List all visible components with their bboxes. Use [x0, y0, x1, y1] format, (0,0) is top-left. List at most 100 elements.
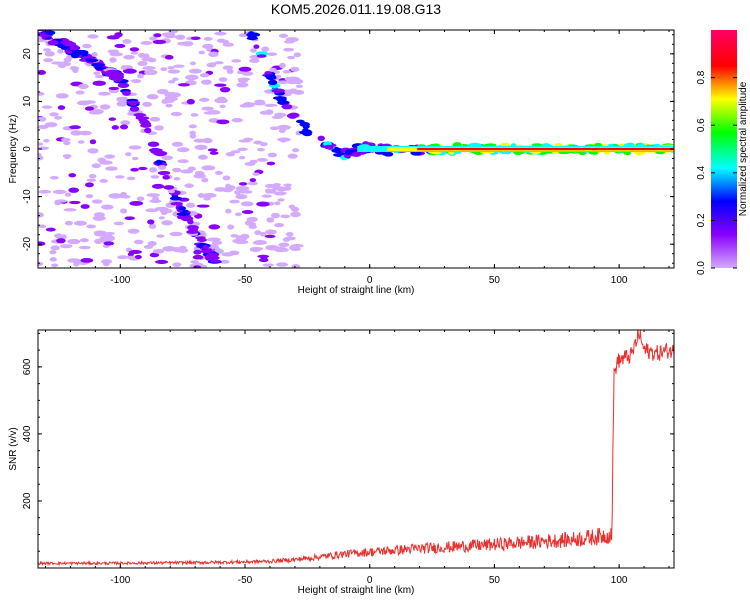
spectrogram-cell	[280, 214, 291, 219]
spectrogram-cell	[219, 259, 230, 264]
spectrogram-cell	[291, 264, 301, 268]
spectrogram-cell	[99, 104, 111, 110]
spectrogram-cell	[91, 52, 98, 58]
spectrogram-cell	[157, 170, 171, 176]
spectrogram-cell	[249, 48, 257, 53]
colorbar-tick-label: 0.6	[696, 118, 707, 132]
spectrogram-cell	[227, 224, 235, 230]
spectrogram-cell	[190, 260, 200, 264]
spectrogram-cell	[167, 80, 176, 84]
spectrogram-cell	[185, 74, 199, 81]
spectrogram-cell	[42, 48, 52, 52]
spectrogram-cell	[225, 208, 232, 214]
spectrogram-cell	[169, 196, 183, 201]
spectrogram-cell	[152, 39, 167, 45]
spectrogram-cell	[238, 33, 248, 38]
spectrogram-cell	[274, 222, 285, 228]
spectrogram-cell	[219, 104, 226, 109]
spectrogram-cell	[238, 66, 252, 72]
spectrogram-cell	[229, 199, 240, 204]
spectrogram-cell	[113, 221, 124, 226]
snr-y-tick-label: 200	[22, 492, 33, 509]
spectrogram-cell	[215, 269, 224, 274]
spectrogram-cell	[177, 206, 187, 211]
spectrogram-heatmap	[38, 30, 674, 274]
spectrogram-cell	[200, 79, 212, 85]
spectrogram-cell	[185, 202, 196, 208]
spectrogram-cell	[38, 189, 52, 194]
spectrogram-cell	[249, 247, 262, 253]
spectrogram-cell	[202, 137, 213, 144]
spectrogram-cell	[156, 234, 165, 238]
snr-frame	[37, 329, 675, 569]
spectrogram-cell	[242, 137, 254, 142]
spectrogram-cell	[134, 254, 142, 260]
spectrogram-cell	[138, 52, 146, 58]
spectrogram-cell	[120, 65, 128, 71]
spectrogram-cell	[172, 77, 179, 81]
spectrogram-cell	[133, 239, 144, 245]
spectrogram-cell	[241, 71, 254, 76]
spectrogram-cell	[93, 71, 101, 76]
snr-series-line	[38, 330, 674, 567]
spectrogram-cell	[239, 103, 250, 108]
spectrogram-cell	[252, 172, 260, 176]
spectrogram-cell	[57, 61, 72, 67]
spectrogram-cell	[288, 204, 296, 209]
spectrogram-cell	[129, 47, 140, 52]
spectrogram-cell	[43, 139, 50, 143]
spectrogram-cell	[122, 90, 131, 96]
spectrogram-cell	[284, 76, 297, 82]
spectrogram-cell	[94, 74, 105, 79]
spectrogram-cell	[146, 193, 160, 198]
spectrogram-cell	[45, 30, 56, 36]
spectrogram-cell	[56, 238, 66, 244]
spectrogram-cell	[236, 70, 244, 75]
spectrogram-cell	[38, 212, 44, 218]
colorbar-tick-label: 0.8	[696, 70, 707, 84]
spectrogram-cell	[126, 176, 136, 181]
spectrogram-y-tick-label: 20	[22, 48, 33, 60]
spectrogram-cell	[232, 238, 243, 244]
spectrogram-cell	[214, 83, 227, 87]
spectrogram-cell	[64, 220, 73, 226]
spectrogram-cell	[111, 125, 119, 130]
spectrogram-cell	[119, 208, 128, 214]
spectrogram-cell	[124, 216, 136, 221]
spectrogram-cell	[161, 32, 176, 37]
spectrogram-cell	[288, 112, 300, 118]
spectrogram-x-tick-label: 100	[611, 275, 628, 286]
spectrogram-cell	[218, 77, 228, 82]
spectrogram-cell	[284, 185, 292, 191]
spectrogram-cell	[77, 140, 85, 144]
spectrogram-cell	[273, 112, 287, 117]
spectrogram-cell	[99, 179, 108, 183]
spectrogram-cell	[176, 248, 189, 253]
spectrogram-cell	[149, 199, 162, 203]
snr-x-tick-label: -50	[238, 575, 253, 586]
spectrogram-cell	[88, 110, 103, 115]
spectrogram-cell	[63, 57, 72, 63]
spectrogram-cell	[142, 101, 152, 107]
spectrogram-cell	[68, 187, 80, 193]
snr-x-tick-label: 100	[611, 575, 628, 586]
spectrogram-cell	[54, 233, 63, 239]
spectrogram-cell	[73, 220, 88, 226]
spectrogram-cell	[190, 36, 201, 40]
spectrogram-cell	[142, 66, 156, 70]
spectrogram-cell	[54, 199, 67, 203]
spectrogram-cell	[266, 52, 278, 56]
spectrogram-cell	[146, 94, 159, 100]
spectrogram-cell	[277, 80, 289, 84]
spectrogram-cell	[202, 244, 209, 250]
spectrogram-cell	[201, 177, 209, 183]
spectrogram-cell	[246, 216, 258, 223]
spectrogram-cell	[123, 54, 135, 60]
spectrogram-cell	[80, 204, 90, 209]
spectrogram-cell	[38, 91, 45, 96]
spectrogram-cell	[333, 147, 341, 152]
spectrogram-cell	[49, 250, 57, 255]
spectrogram-cell	[222, 175, 231, 181]
spectrogram-cell	[281, 248, 289, 252]
spectrogram-cell	[253, 44, 260, 49]
